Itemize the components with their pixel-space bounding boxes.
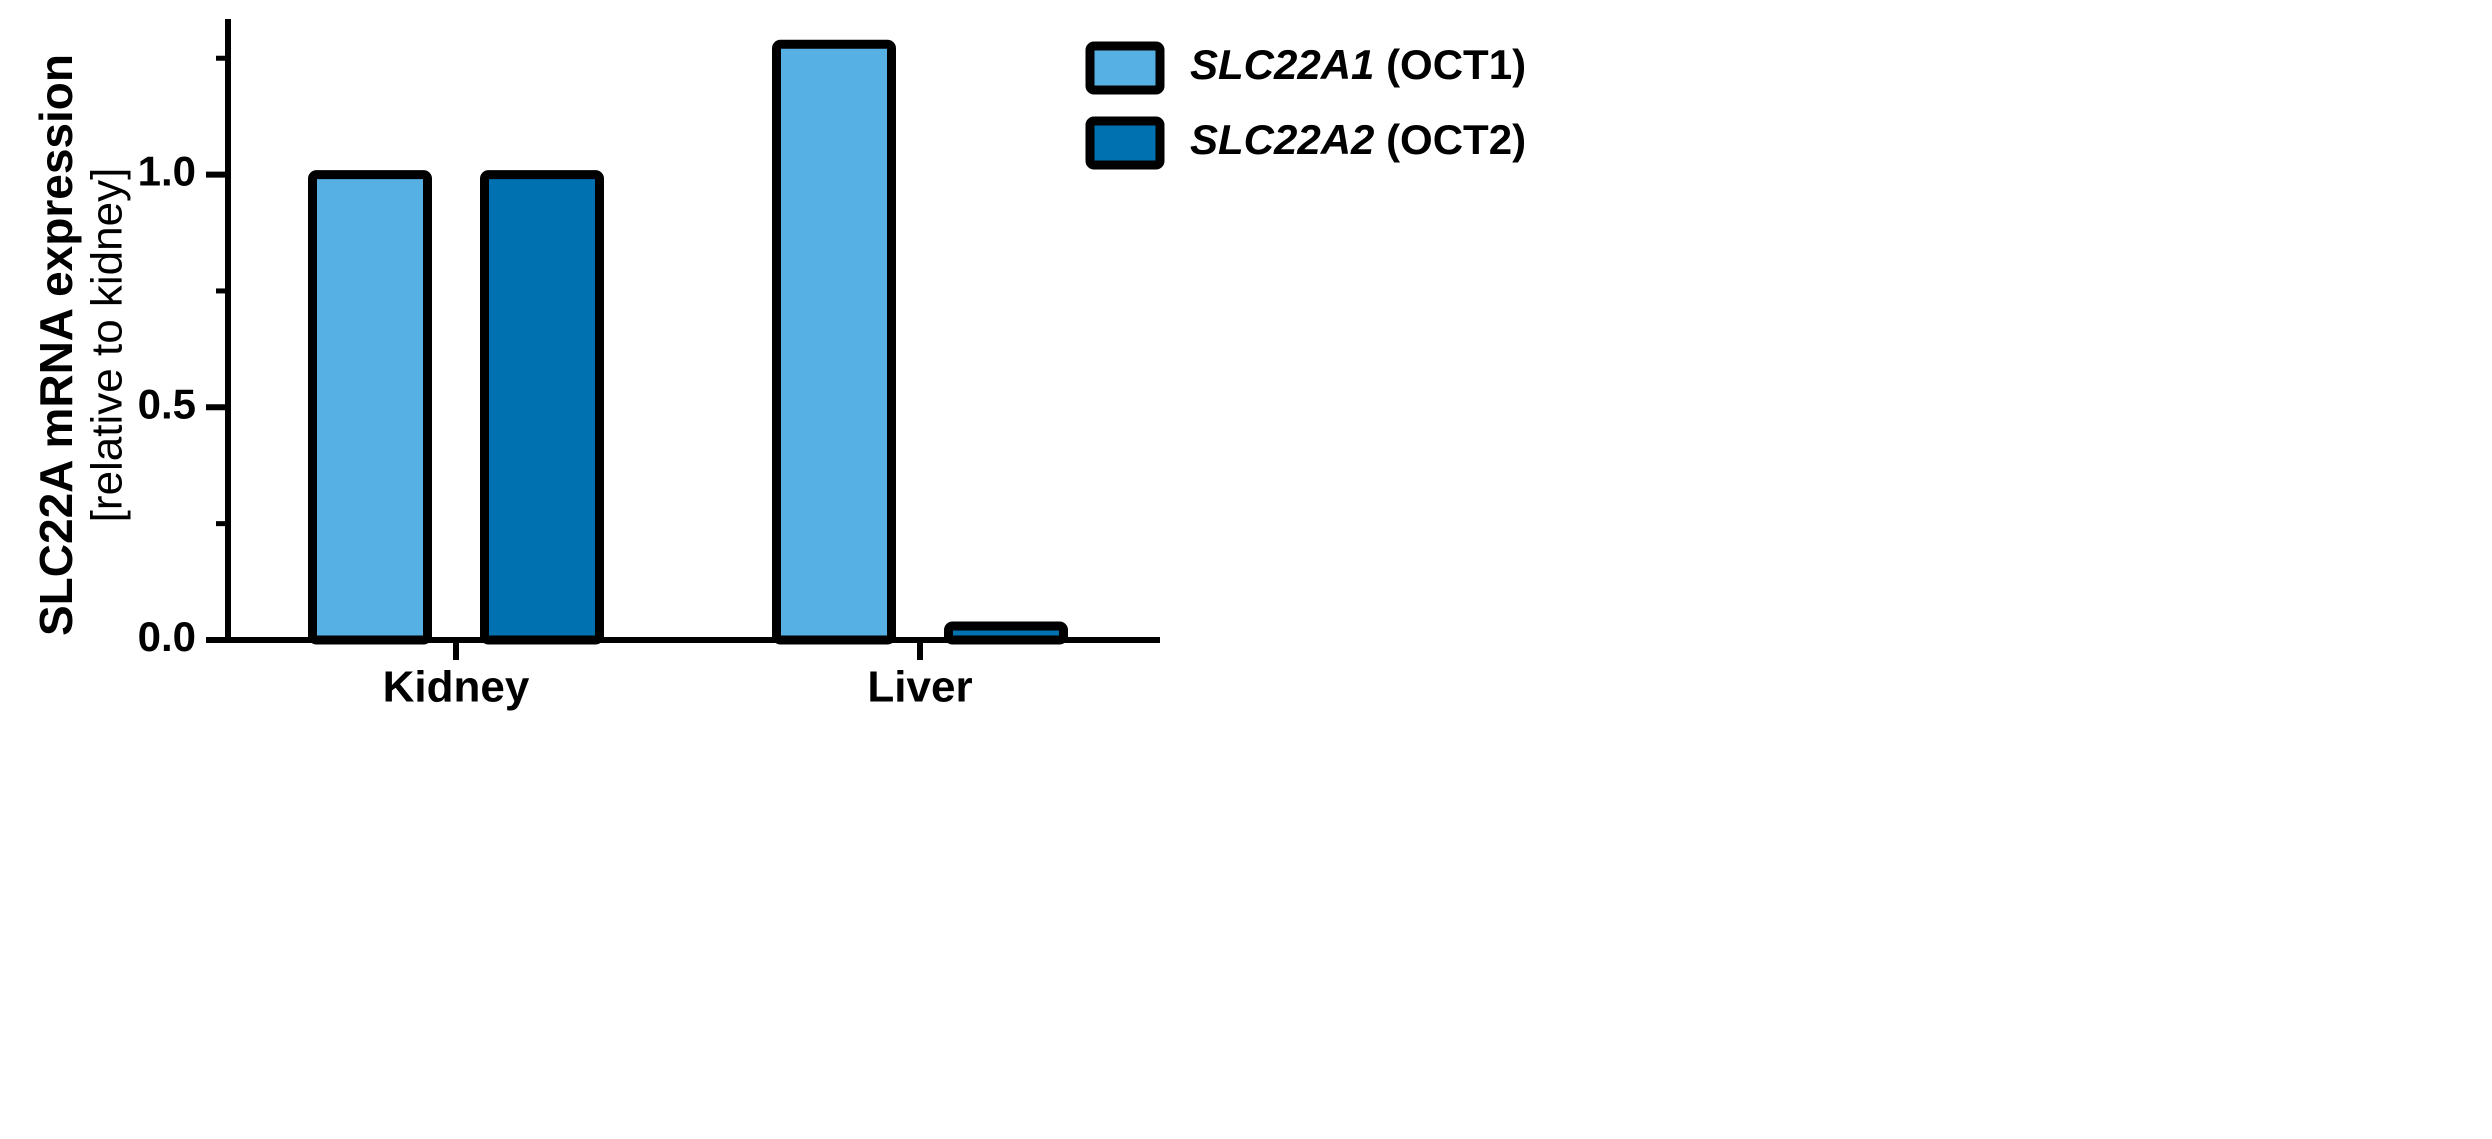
y-tick-label: 0.5 xyxy=(138,380,196,427)
legend-swatch xyxy=(1085,41,1165,95)
y-axis-title: SLC22A mRNA expression [relative to kidn… xyxy=(30,54,131,636)
bar xyxy=(308,170,432,645)
legend-swatch xyxy=(1085,116,1165,170)
legend-label: SLC22A2 (OCT2) xyxy=(1190,116,1526,163)
y-label-sub: [relative to kidney] xyxy=(83,168,132,523)
x-tick-label: Kidney xyxy=(383,663,530,712)
bar xyxy=(480,170,604,645)
bar xyxy=(944,621,1068,645)
y-tick-label: 1.0 xyxy=(138,148,196,195)
legend-label: SLC22A1 (OCT1) xyxy=(1190,41,1526,88)
y-label: SLC22A mRNA expression xyxy=(30,54,82,636)
y-tick-label: 0.0 xyxy=(138,613,196,660)
x-tick-label: Liver xyxy=(867,663,972,712)
bar xyxy=(772,39,896,645)
